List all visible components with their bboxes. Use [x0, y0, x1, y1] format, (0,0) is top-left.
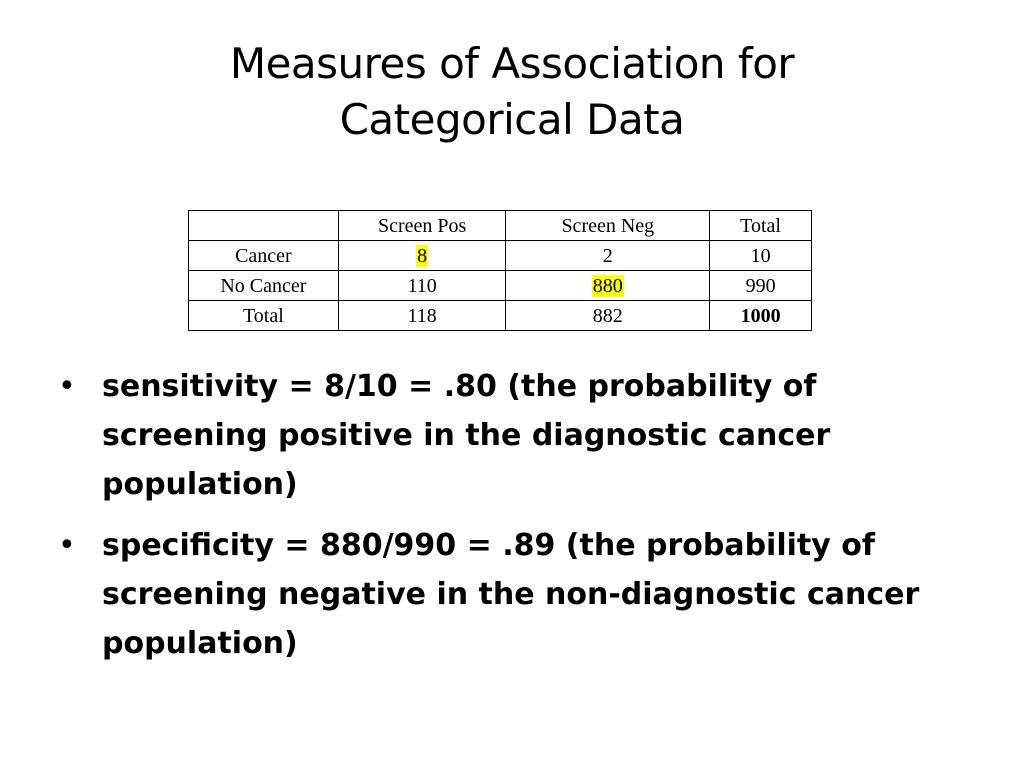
- bullet-text: sensitivity = 8/10 = .80 (the probabilit…: [102, 369, 831, 502]
- table-cell: 8: [337, 240, 507, 271]
- bullet-item-specificity: • specificity = 880/990 = .89 (the proba…: [58, 521, 978, 668]
- bullet-marker: •: [58, 369, 76, 404]
- bullet-text: specificity = 880/990 = .89 (the probabi…: [102, 528, 920, 661]
- bullet-list: • sensitivity = 8/10 = .80 (the probabil…: [58, 362, 978, 680]
- table-row-label: Total: [188, 300, 339, 331]
- table-row: Cancer 8 2 10: [188, 240, 812, 271]
- bullet-marker: •: [58, 528, 76, 563]
- table-cell: 2: [505, 240, 711, 271]
- table-header-cell-screen-neg: Screen Neg: [505, 210, 711, 241]
- table-header-cell-total: Total: [709, 210, 812, 241]
- table-cell: 882: [505, 300, 711, 331]
- table-row-label: No Cancer: [188, 270, 339, 301]
- table-cell-grand-total: 1000: [709, 300, 812, 331]
- slide-title-line-1: Measures of Association for: [229, 39, 795, 88]
- table-cell: 118: [337, 300, 507, 331]
- slide-title: Measures of Association for Categorical …: [0, 36, 1024, 148]
- highlighted-value: 8: [416, 244, 429, 267]
- bullet-item-sensitivity: • sensitivity = 8/10 = .80 (the probabil…: [58, 362, 978, 509]
- table-cell: 10: [709, 240, 812, 271]
- table-row-label: Cancer: [188, 240, 339, 271]
- highlighted-value: 880: [591, 274, 624, 297]
- table-row: No Cancer 110 880 990: [188, 270, 812, 301]
- contingency-table: Screen Pos Screen Neg Total Cancer 8 2 1…: [188, 210, 812, 331]
- table-header-row: Screen Pos Screen Neg Total: [188, 210, 812, 241]
- table-cell: 880: [505, 270, 711, 301]
- table-row: Total 118 882 1000: [188, 300, 812, 331]
- table-cell: 110: [337, 270, 507, 301]
- table-header-cell-screen-pos: Screen Pos: [337, 210, 507, 241]
- table-header-cell-corner: [188, 210, 339, 241]
- slide-title-line-2: Categorical Data: [339, 95, 685, 144]
- table-cell: 990: [709, 270, 812, 301]
